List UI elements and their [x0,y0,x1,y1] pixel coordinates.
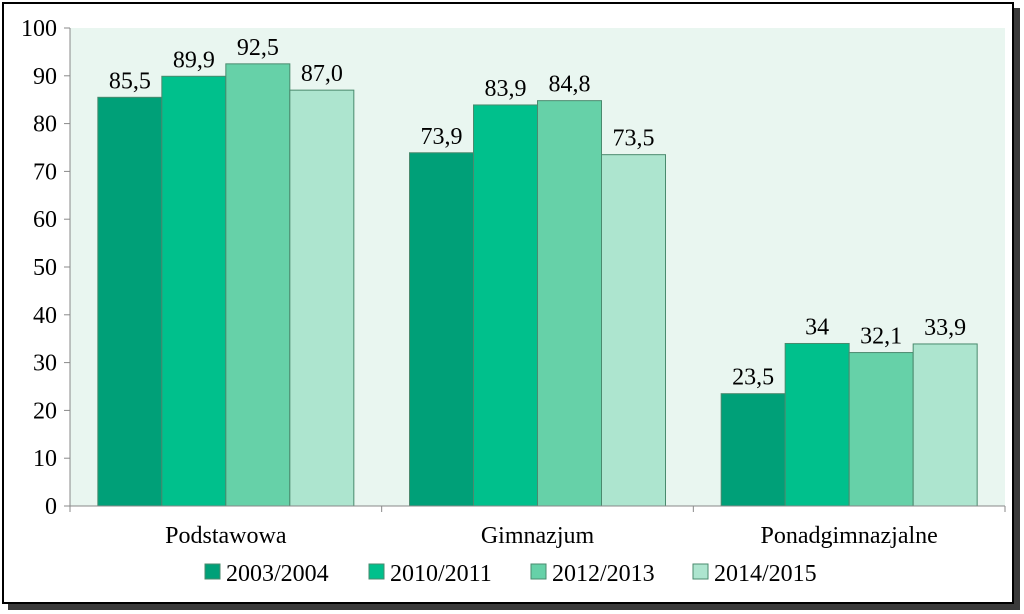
bar [720,393,786,507]
bar [784,342,850,507]
bar [161,75,227,507]
y-tick-label: 80 [33,112,57,138]
bar [912,343,978,507]
bar [289,89,355,507]
data-label: 92,5 [237,35,279,61]
data-label: 73,5 [613,126,655,152]
y-tick-label: 20 [33,398,57,424]
y-tick-label: 60 [33,207,57,233]
data-label: 89,9 [173,47,215,73]
legend-label: 2003/2004 [226,561,329,587]
data-label: 85,5 [109,68,151,94]
data-label: 83,9 [485,76,527,102]
legend-swatch [530,563,547,580]
legend-swatch [692,563,709,580]
y-tick-label: 10 [33,446,57,472]
legend-label: 2014/2015 [714,561,817,587]
legend-swatch [368,563,385,580]
y-tick-label: 40 [33,303,57,329]
legend-swatch [204,563,221,580]
y-tick-label: 70 [33,159,57,185]
y-tick-label: 0 [45,494,57,520]
bar [97,96,163,507]
data-label: 33,9 [924,315,966,341]
legend-label: 2010/2011 [390,561,492,587]
data-label: 32,1 [860,324,902,350]
y-tick-label: 50 [33,255,57,281]
y-tick-label: 100 [21,16,57,42]
y-tick-label: 90 [33,64,57,90]
y-tick-label: 30 [33,351,57,377]
bar [848,352,914,507]
x-tick-label: Ponadgimnazjalne [761,523,938,549]
legend-label: 2012/2013 [552,561,655,587]
bar [473,104,538,507]
bar [601,154,666,507]
bar [409,152,474,507]
x-tick-label: Gimnazjum [481,523,595,549]
bar [537,100,602,507]
bar [225,63,291,507]
data-label: 87,0 [301,61,343,87]
data-label: 23,5 [732,365,774,391]
x-tick-label: Podstawowa [165,523,287,549]
data-label: 34 [805,314,829,340]
data-label: 73,9 [421,124,463,150]
data-label: 84,8 [549,72,591,98]
